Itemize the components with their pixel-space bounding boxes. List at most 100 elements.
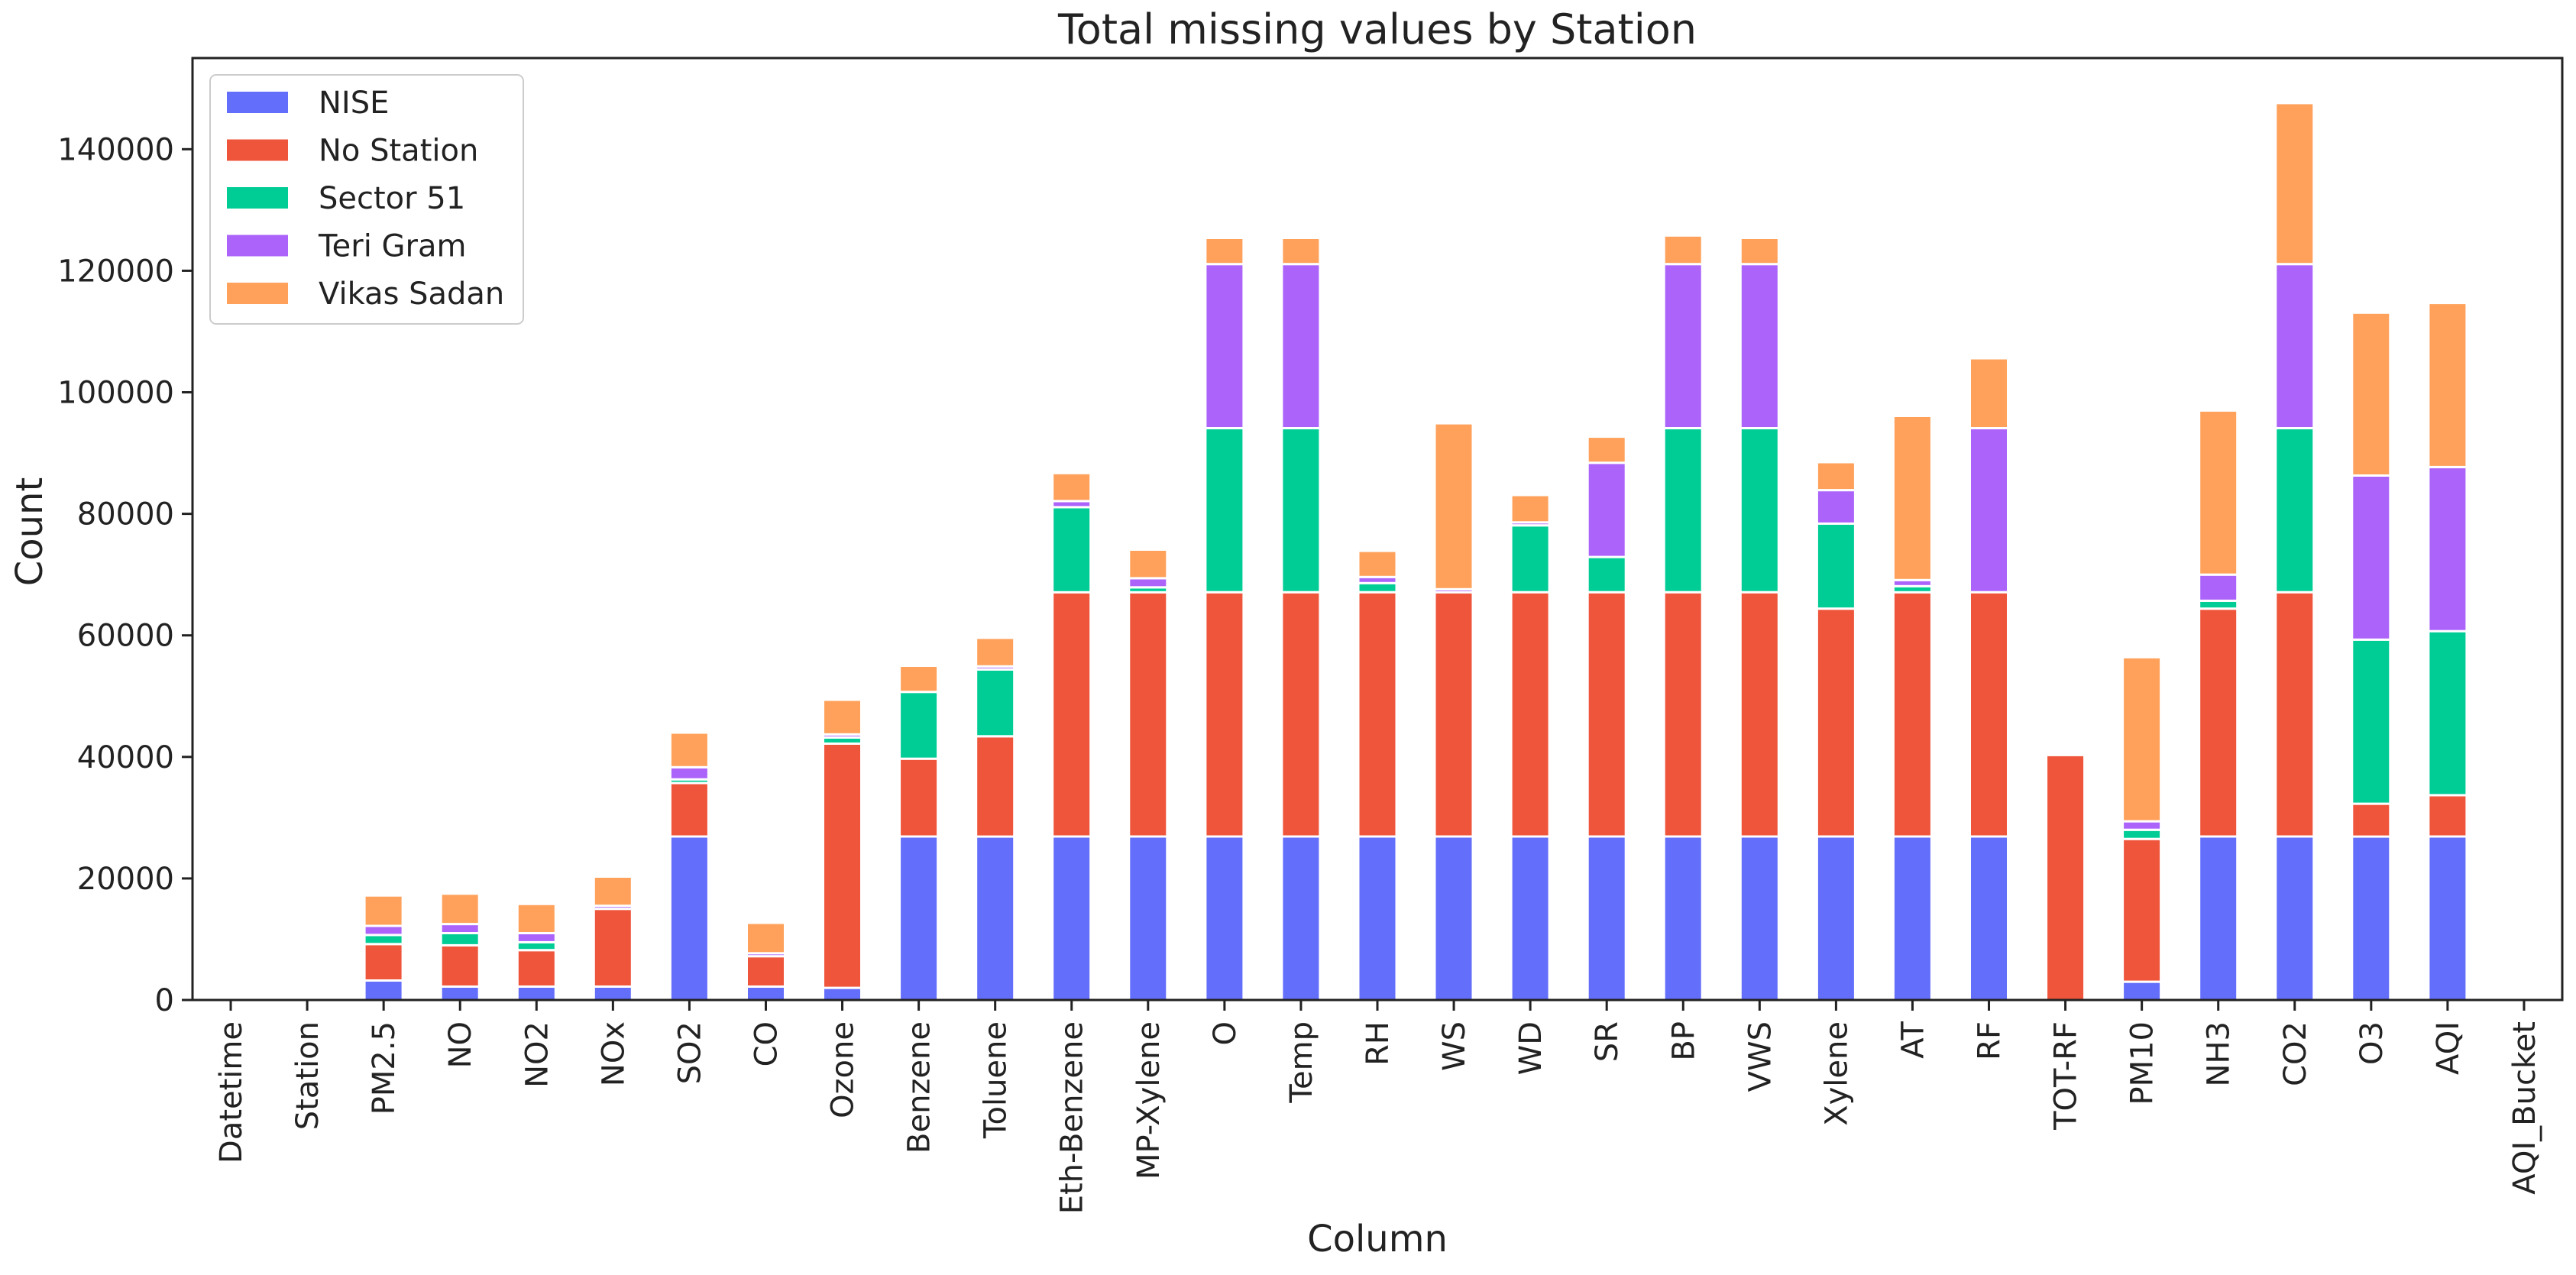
bar-o-nise xyxy=(1204,835,1245,1002)
x-tick-label: AT xyxy=(1896,1021,1931,1058)
bar-temp-nise xyxy=(1280,835,1322,1002)
bar-toluene-sector-51 xyxy=(975,668,1016,738)
y-tick-label: 80000 xyxy=(77,497,174,532)
bar-nh3-no-station xyxy=(2198,607,2239,838)
bar-xylene-sector-51 xyxy=(1815,522,1856,610)
bar-bp-vikas-sadan xyxy=(1662,234,1704,266)
legend-label-vikas-sadan: Vikas Sadan xyxy=(319,277,504,312)
bar-temp-sector-51 xyxy=(1280,426,1322,594)
bar-co-nise xyxy=(746,985,786,1002)
bar-xylene-nise xyxy=(1815,835,1856,1002)
bar-rh-sector-51 xyxy=(1357,581,1398,594)
y-axis-label: Count xyxy=(8,477,51,587)
bar-ws-nise xyxy=(1433,835,1474,1002)
bar-pm10-sector-51 xyxy=(2121,828,2163,840)
bar-nh3-sector-51 xyxy=(2198,599,2239,610)
bar-ozone-nise xyxy=(822,986,862,1002)
bar-eth-benzene-vikas-sadan xyxy=(1051,471,1092,503)
bar-toluene-nise xyxy=(975,835,1016,1002)
x-tick-label: NO2 xyxy=(519,1021,555,1088)
bar-aqi-nise xyxy=(2427,835,2468,1002)
x-tick-label: TOT-RF xyxy=(2049,1021,2084,1131)
bar-no2-vikas-sadan xyxy=(516,902,557,935)
bar-xylene-teri-gram xyxy=(1815,489,1856,525)
bar-so2-vikas-sadan xyxy=(668,731,710,769)
bar-co2-sector-51 xyxy=(2274,426,2315,594)
x-tick-label: Temp xyxy=(1284,1021,1319,1104)
bar-wd-no-station xyxy=(1510,591,1551,838)
legend-swatch-sector-51 xyxy=(227,187,288,209)
bar-xylene-vikas-sadan xyxy=(1815,461,1856,492)
bar-no-nise xyxy=(439,985,481,1002)
legend-swatch-no-station xyxy=(227,139,288,161)
bar-eth-benzene-sector-51 xyxy=(1051,506,1092,594)
bar-sr-nise xyxy=(1586,835,1627,1002)
x-tick-label: NO xyxy=(443,1021,478,1068)
bar-o3-teri-gram xyxy=(2351,474,2392,641)
y-tick-label: 40000 xyxy=(77,740,174,775)
bar-pm2-5-nise xyxy=(363,979,404,1002)
bar-nox-no-station xyxy=(592,908,633,988)
bar-no-vikas-sadan xyxy=(439,892,481,926)
x-axis-label: Column xyxy=(1307,1218,1448,1260)
x-tick-label: Xylene xyxy=(1819,1021,1854,1126)
bar-o3-no-station xyxy=(2351,802,2392,838)
bar-aqi-no-station xyxy=(2427,794,2468,838)
bar-co2-teri-gram xyxy=(2274,263,2315,430)
x-tick-label: Datetime xyxy=(214,1021,249,1163)
bar-aqi-teri-gram xyxy=(2427,465,2468,633)
bar-at-no-station xyxy=(1892,591,1933,838)
bar-pm2-5-no-station xyxy=(363,943,404,982)
bar-toluene-vikas-sadan xyxy=(975,636,1016,668)
bar-o3-sector-51 xyxy=(2351,638,2392,805)
bar-vws-no-station xyxy=(1739,591,1780,838)
x-tick-label: NH3 xyxy=(2202,1021,2237,1086)
bar-nox-vikas-sadan xyxy=(592,875,633,908)
bar-o3-nise xyxy=(2351,835,2392,1002)
x-tick-label: CO2 xyxy=(2278,1021,2313,1086)
bar-sr-sector-51 xyxy=(1586,555,1627,594)
y-tick-label: 20000 xyxy=(77,862,174,897)
bar-co2-nise xyxy=(2274,835,2315,1002)
bar-so2-teri-gram xyxy=(668,765,710,781)
y-tick-label: 60000 xyxy=(77,619,174,654)
x-tick-label: VWS xyxy=(1743,1021,1778,1092)
bar-benzene-nise xyxy=(898,835,940,1002)
bar-wd-sector-51 xyxy=(1510,524,1551,594)
bar-ozone-no-station xyxy=(822,742,862,989)
x-tick-label: PM2.5 xyxy=(367,1021,402,1115)
bar-ozone-vikas-sadan xyxy=(822,698,862,736)
bar-benzene-sector-51 xyxy=(898,691,940,760)
x-tick-label: AQI xyxy=(2431,1021,2466,1075)
bar-no2-teri-gram xyxy=(516,932,557,943)
bar-nh3-vikas-sadan xyxy=(2198,409,2239,576)
bar-pm2-5-vikas-sadan xyxy=(363,894,404,927)
x-tick-label: Station xyxy=(290,1021,325,1130)
bar-pm10-nise xyxy=(2121,980,2163,1002)
y-tick-label: 0 xyxy=(155,983,174,1018)
x-tick-label: MP-Xylene xyxy=(1131,1021,1167,1180)
bar-mp-xylene-no-station xyxy=(1128,591,1169,838)
bar-vws-sector-51 xyxy=(1739,426,1780,594)
bar-rf-nise xyxy=(1969,835,2009,1002)
bar-vws-teri-gram xyxy=(1739,263,1780,430)
bar-vws-nise xyxy=(1739,835,1780,1002)
bar-bp-nise xyxy=(1662,835,1704,1002)
bar-ws-no-station xyxy=(1433,591,1474,838)
x-tick-label: SR xyxy=(1590,1021,1625,1062)
x-tick-label: RH xyxy=(1361,1021,1396,1066)
bar-pm10-teri-gram xyxy=(2121,820,2163,831)
bar-aqi-sector-51 xyxy=(2427,629,2468,797)
x-tick-label: NOx xyxy=(596,1021,631,1086)
bar-no2-no-station xyxy=(516,949,557,989)
x-tick-label: SO2 xyxy=(672,1021,707,1084)
x-tick-label: O xyxy=(1208,1021,1243,1045)
bar-bp-teri-gram xyxy=(1662,263,1704,430)
bar-rh-nise xyxy=(1357,835,1398,1002)
bar-rf-vikas-sadan xyxy=(1969,357,2009,429)
legend-label-teri-gram: Teri Gram xyxy=(318,229,466,264)
plot-area: 0 20000 40000 60000 80000 100000 120000 140000 D… xyxy=(57,57,2564,1214)
bar-no2-sector-51 xyxy=(516,940,557,952)
bar-o-no-station xyxy=(1204,591,1245,838)
